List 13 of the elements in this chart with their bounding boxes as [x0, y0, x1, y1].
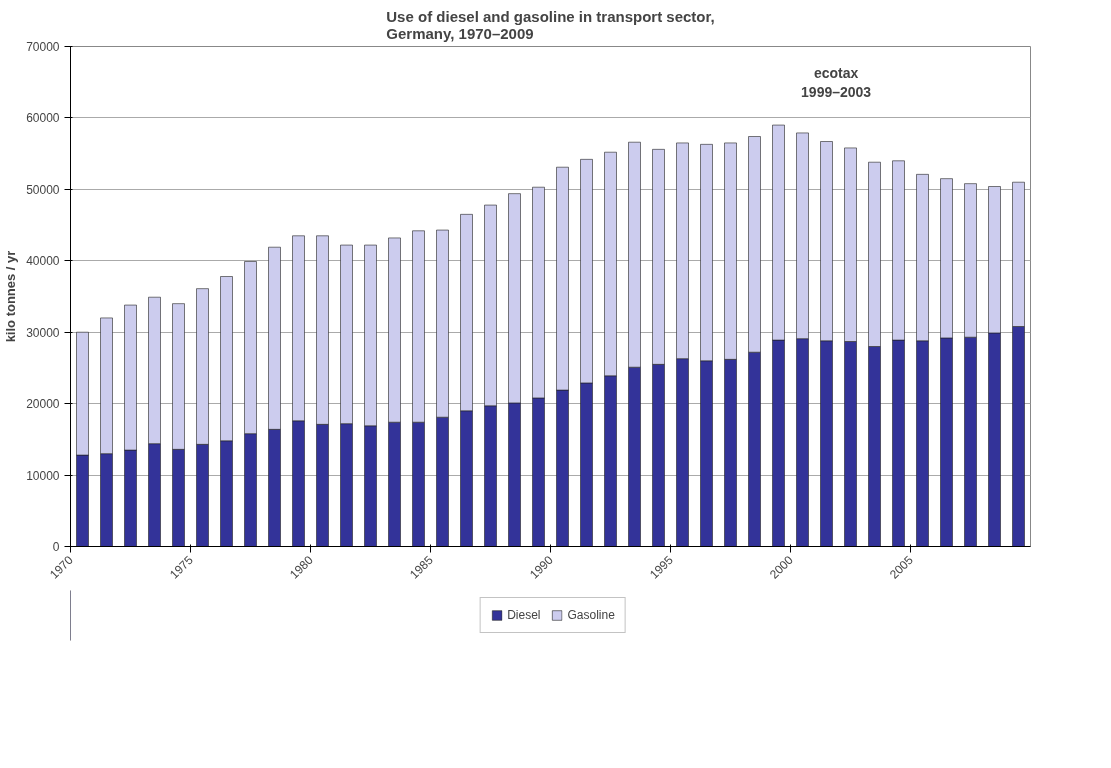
chart-title: Use of diesel and gasoline in transport sector, Germany, 1970–2009: [386, 7, 715, 42]
legend-label: Diesel: [507, 608, 541, 622]
legend-label: Gasoline: [567, 608, 615, 622]
y-tick-label: 30000: [26, 325, 60, 340]
y-tick-label: 0: [52, 540, 60, 554]
y-tick-label: 20000: [26, 397, 60, 412]
y-tick-label: 70000: [26, 40, 60, 54]
y-tick-label: 10000: [26, 468, 60, 483]
y-tick-label: 50000: [26, 182, 60, 197]
y-tick-label: 40000: [26, 254, 60, 269]
annotation: ecotax 1999–2003: [801, 64, 872, 100]
y-tick-label: 60000: [26, 111, 60, 126]
y-axis-title: kilo tonnes / yr: [3, 250, 19, 343]
